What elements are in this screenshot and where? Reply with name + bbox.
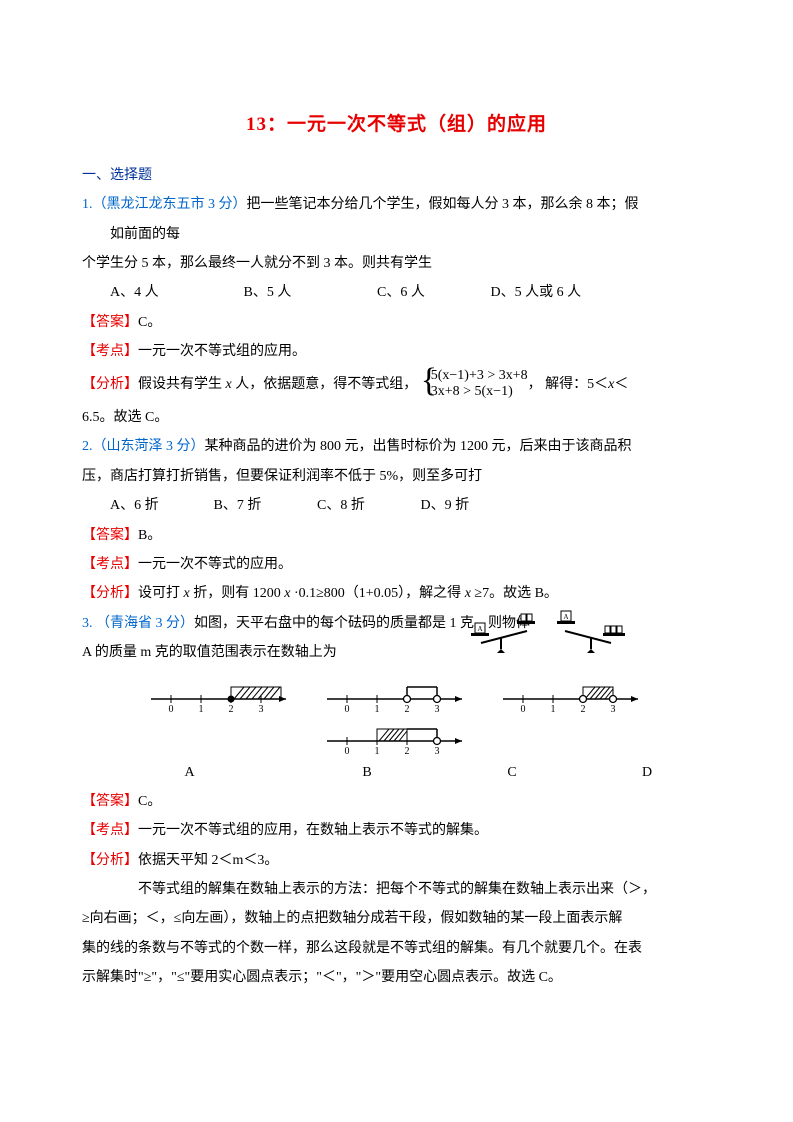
q2-line1: 2.（山东菏泽 3 分）某种商品的进价为 800 元，出售时标价为 1200 元… (82, 432, 711, 461)
q3-keypoint-value: 一元一次不等式组的应用，在数轴上表示不等式的解集。 (138, 823, 488, 838)
q2-an-b: 折，则有 1200 (190, 586, 285, 601)
left-brace-icon: { (421, 364, 437, 398)
q1-line1: 1.（黑龙江龙东五市 3 分）把一些笔记本分给几个学生，假如每人分 3 本，那么… (82, 190, 711, 219)
number-line-row-2: 0 1 2 3 (82, 716, 711, 756)
q2-an-a: 设可打 (138, 586, 184, 601)
svg-text:A: A (477, 625, 482, 633)
svg-text:3: 3 (258, 704, 263, 714)
q3-answer-value: C。 (138, 794, 161, 809)
number-line-a: 0 1 2 3 (146, 674, 296, 714)
svg-text:3: 3 (610, 704, 615, 714)
q3-opt-c: C (437, 758, 587, 787)
svg-text:0: 0 (344, 746, 349, 756)
q3-opt-a: A (82, 758, 297, 787)
q1-answer-value: C。 (138, 315, 161, 330)
q2-text-a: 某种商品的进价为 800 元，出售时标价为 1200 元，后来由于该商品积 (205, 439, 632, 454)
number-line-row-1: 0 1 2 3 0 1 2 3 0 (82, 674, 711, 714)
q3-p2: ≥向右画；＜，≤向左画），数轴上的点把数轴分成若干段，假如数轴的某一段上面表示解 (82, 904, 711, 933)
number-line-d: 0 1 2 3 (322, 716, 472, 756)
svg-text:A: A (563, 613, 568, 621)
svg-text:3: 3 (434, 746, 439, 756)
number-line-c: 0 1 2 3 (498, 674, 648, 714)
q1-options: A、4 人 B、5 人 C、6 人 D、5 人或 6 人 (110, 278, 711, 307)
q2-an-c: ·0.1≥800（1+0.05），解之得 (290, 586, 464, 601)
q3-block: 3. （青海省 3 分）如图，天平右盘中的每个砝码的质量都是 1 克，则物体 A… (82, 609, 711, 668)
q2-opt-c: C、8 折 (317, 491, 417, 520)
q2-options: A、6 折 B、7 折 C、8 折 D、9 折 (110, 491, 711, 520)
q2-opt-d: D、9 折 (421, 491, 470, 520)
q1-opt-d: D、5 人或 6 人 (491, 278, 582, 307)
scale-right-icon: A (551, 609, 631, 653)
sys-bot: 3x+8 > 5(x−1) (431, 384, 513, 399)
q2-analysis: 【分析】设可打 x 折，则有 1200 x ·0.1≥800（1+0.05），解… (82, 579, 711, 608)
q1-source: 1.（黑龙江龙东五市 3 分） (82, 197, 247, 212)
q3-an-a: 依据天平知 2＜m＜3。 (138, 853, 278, 868)
balance-scales: A A (461, 609, 641, 653)
keypoint-label: 【考点】 (82, 823, 138, 838)
number-line-b: 0 1 2 3 (322, 674, 472, 714)
q1-an-e: 6.5。故选 C。 (82, 403, 711, 432)
answer-label: 【答案】 (82, 528, 138, 543)
q2-answer-value: B。 (138, 528, 161, 543)
svg-text:2: 2 (580, 704, 585, 714)
q1-text-c: 个学生分 5 本，那么最终一人就分不到 3 本。则共有学生 (82, 249, 711, 278)
q2-text-b: 压，商店打算打折销售，但要保证利润率不低于 5%，则至多可打 (82, 462, 711, 491)
q1-an-d: ＜ (614, 377, 628, 392)
sys-top: 5(x−1)+3 > 3x+8 (431, 368, 528, 383)
page-title: 13：一元一次不等式（组）的应用 (82, 105, 711, 145)
q1-opt-a: A、4 人 (110, 278, 240, 307)
svg-text:1: 1 (374, 746, 379, 756)
q1-opt-b: B、5 人 (244, 278, 374, 307)
equation-system: { 5(x−1)+3 > 3x+8 3x+8 > 5(x−1) (421, 368, 528, 402)
q1-text-b: 如前面的每 (110, 220, 711, 249)
q3-opt-d: D (587, 758, 707, 787)
q1-an-b: 人，依据题意，得不等式组， (232, 377, 418, 392)
q3-answer: 【答案】C。 (82, 787, 711, 816)
svg-text:2: 2 (228, 704, 233, 714)
q2-keypoint-value: 一元一次不等式的应用。 (138, 557, 292, 572)
svg-text:1: 1 (198, 704, 203, 714)
q3-opt-b: B (297, 758, 437, 787)
q3-p3: 集的线的条数与不等式的个数一样，那么这段就是不等式组的解集。有几个就要几个。在表 (82, 934, 711, 963)
answer-label: 【答案】 (82, 794, 138, 809)
analysis-label: 【分析】 (82, 377, 138, 392)
section-heading: 一、选择题 (82, 161, 711, 190)
q1-analysis-line1: 【分析】假设共有学生 x 人，依据题意，得不等式组， { 5(x−1)+3 > … (82, 367, 711, 403)
q3-p4: 示解集时"≥"，"≤"要用实心圆点表示；"＜"，"＞"要用空心圆点表示。故选 C… (82, 963, 711, 992)
svg-text:1: 1 (550, 704, 555, 714)
q3-p1: 不等式组的解集在数轴上表示的方法：把每个不等式的解集在数轴上表示出来（＞， (138, 875, 711, 904)
svg-text:0: 0 (168, 704, 173, 714)
q1-keypoint-value: 一元一次不等式组的应用。 (138, 344, 306, 359)
svg-text:0: 0 (344, 704, 349, 714)
keypoint-label: 【考点】 (82, 344, 138, 359)
q2-source: 2.（山东菏泽 3 分） (82, 439, 205, 454)
q1-text-a: 把一些笔记本分给几个学生，假如每人分 3 本，那么余 8 本；假 (247, 197, 639, 212)
svg-text:0: 0 (520, 704, 525, 714)
q3-option-letters: A B C D (82, 758, 711, 787)
q2-answer: 【答案】B。 (82, 521, 711, 550)
answer-label: 【答案】 (82, 315, 138, 330)
q1-an-c: ， 解得：5＜ (528, 377, 609, 392)
q2-keypoint: 【考点】一元一次不等式的应用。 (82, 550, 711, 579)
analysis-label: 【分析】 (82, 853, 138, 868)
q3-keypoint: 【考点】一元一次不等式组的应用，在数轴上表示不等式的解集。 (82, 816, 711, 845)
q2-opt-b: B、7 折 (214, 491, 314, 520)
svg-text:2: 2 (404, 746, 409, 756)
q1-opt-c: C、6 人 (377, 278, 487, 307)
q1-answer: 【答案】C。 (82, 308, 711, 337)
svg-text:3: 3 (434, 704, 439, 714)
q3-analysis-1: 【分析】依据天平知 2＜m＜3。 (82, 846, 711, 875)
q2-an-d: ≥7。故选 B。 (471, 586, 558, 601)
scale-left-icon: A (461, 609, 541, 653)
q1-keypoint: 【考点】一元一次不等式组的应用。 (82, 337, 711, 366)
q2-opt-a: A、6 折 (110, 491, 210, 520)
svg-text:2: 2 (404, 704, 409, 714)
analysis-label: 【分析】 (82, 586, 138, 601)
keypoint-label: 【考点】 (82, 557, 138, 572)
svg-text:1: 1 (374, 704, 379, 714)
q3-source: 3. （青海省 3 分） (82, 616, 194, 631)
q1-an-a: 假设共有学生 (138, 377, 226, 392)
